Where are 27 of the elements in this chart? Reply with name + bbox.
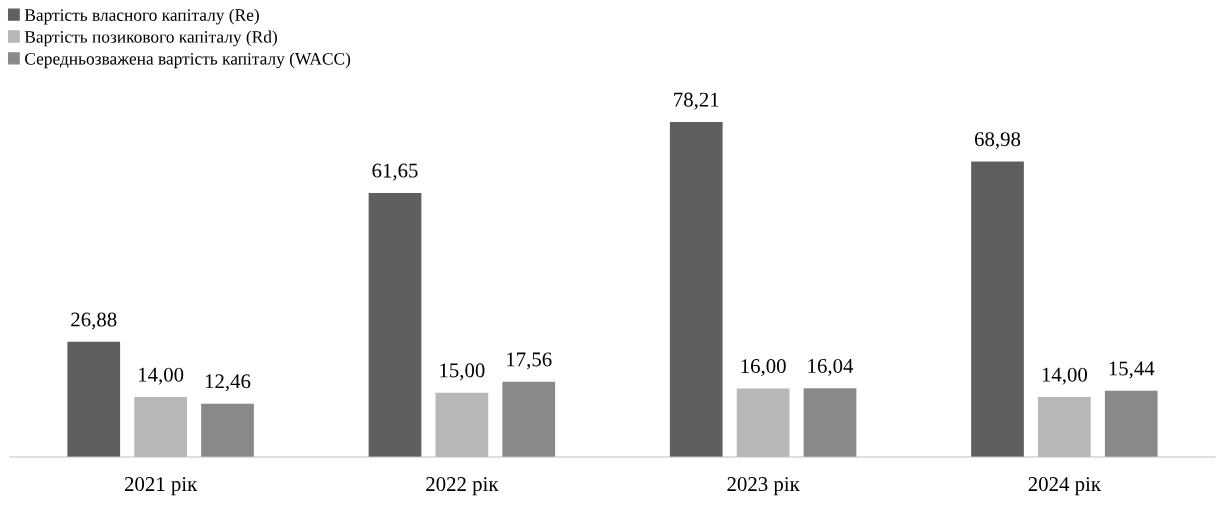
data-label: 14,00 [1042, 367, 1088, 385]
bar [971, 161, 1024, 457]
data-label: 68,98 [974, 132, 1021, 150]
legend-label: Вартість власного капіталу (Re) [24, 8, 259, 25]
legend-label: Вартість позикового капіталу (Rd) [24, 30, 277, 47]
x-tick-label: 2021 рік [124, 477, 198, 496]
data-label: 16,00 [741, 359, 786, 377]
data-label: 14,00 [139, 367, 184, 385]
bar [201, 403, 254, 457]
bar [1104, 390, 1158, 457]
data-label: 15,44 [1109, 361, 1155, 379]
x-tick-label: 2023 рік [727, 477, 800, 496]
data-label: 12,46 [205, 374, 251, 392]
legend-label: Середньозважена вартість капіталу (WACC) [25, 52, 351, 69]
x-tick-label: 2024 рік [1028, 477, 1101, 496]
data-label: 17,56 [507, 352, 552, 370]
bar [368, 192, 422, 457]
bar [67, 341, 121, 457]
data-label: 78,21 [674, 92, 719, 110]
x-tick-label: 2022 рік [426, 477, 499, 496]
bar [502, 381, 556, 457]
data-label: 16,04 [808, 358, 854, 376]
data-label: 26,88 [71, 312, 117, 330]
bar [669, 122, 723, 457]
bar [803, 388, 857, 457]
data-label: 15,00 [440, 363, 485, 381]
data-label: 61,65 [372, 163, 418, 181]
